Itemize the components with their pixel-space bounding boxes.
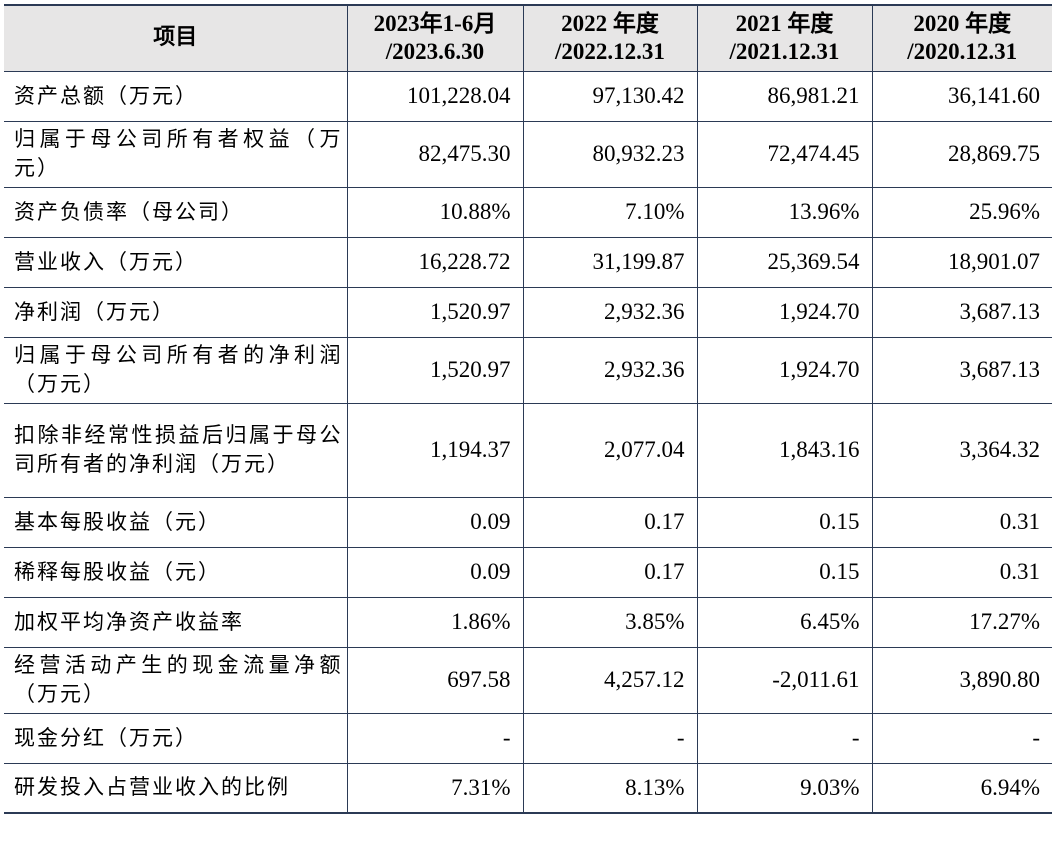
cell-value: 10.88%	[346, 186, 524, 238]
table-row: 净利润（万元） 1,520.97 2,932.36 1,924.70 3,687…	[4, 286, 1052, 338]
cell-value: -	[522, 712, 698, 764]
cell-value: 101,228.04	[346, 70, 524, 122]
table-row: 加权平均净资产收益率 1.86% 3.85% 6.45% 17.27%	[4, 596, 1052, 648]
cell-value: 16,228.72	[346, 236, 524, 288]
table-row: 基本每股收益（元） 0.09 0.17 0.15 0.31	[4, 496, 1052, 548]
cell-value: 1,843.16	[696, 402, 873, 498]
cell-value: 1,924.70	[696, 286, 873, 338]
cell-value: 8.13%	[522, 762, 698, 814]
cell-value: 31,199.87	[522, 236, 698, 288]
cell-value: 3,687.13	[871, 336, 1052, 404]
table-row: 归属于母公司所有者权益（万元） 82,475.30 80,932.23 72,4…	[4, 120, 1052, 188]
cell-value: 97,130.42	[522, 70, 698, 122]
cell-value: 0.17	[522, 546, 698, 598]
header-2023h1: 2023年1-6月/2023.6.30	[346, 4, 524, 72]
header-2020: 2020 年度/2020.12.31	[871, 4, 1052, 72]
table-row: 稀释每股收益（元） 0.09 0.17 0.15 0.31	[4, 546, 1052, 598]
row-label: 基本每股收益（元）	[4, 496, 348, 548]
cell-value: 2,077.04	[522, 402, 698, 498]
row-label: 研发投入占营业收入的比例	[4, 762, 348, 814]
cell-value: 36,141.60	[871, 70, 1052, 122]
row-label: 净利润（万元）	[4, 286, 348, 338]
table-row: 扣除非经常性损益后归属于母公司所有者的净利润（万元） 1,194.37 2,07…	[4, 402, 1052, 498]
cell-value: 3,687.13	[871, 286, 1052, 338]
header-row: 项目 2023年1-6月/2023.6.30 2022 年度/2022.12.3…	[4, 4, 1052, 72]
row-label: 稀释每股收益（元）	[4, 546, 348, 598]
row-label: 现金分红（万元）	[4, 712, 348, 764]
cell-value: 13.96%	[696, 186, 873, 238]
table-row: 现金分红（万元） - - - -	[4, 712, 1052, 764]
cell-value: 1,924.70	[696, 336, 873, 404]
cell-value: 4,257.12	[522, 646, 698, 714]
cell-value: 80,932.23	[522, 120, 698, 188]
cell-value: 0.31	[871, 546, 1052, 598]
row-label: 营业收入（万元）	[4, 236, 348, 288]
cell-value: 2,932.36	[522, 336, 698, 404]
cell-value: 6.45%	[696, 596, 873, 648]
cell-value: 25.96%	[871, 186, 1052, 238]
cell-value: 3,890.80	[871, 646, 1052, 714]
table-row: 归属于母公司所有者的净利润（万元） 1,520.97 2,932.36 1,92…	[4, 336, 1052, 404]
cell-value: 0.09	[346, 496, 524, 548]
cell-value: 1,520.97	[346, 286, 524, 338]
cell-value: 9.03%	[696, 762, 873, 814]
cell-value: -	[871, 712, 1052, 764]
cell-value: 0.17	[522, 496, 698, 548]
table-row: 经营活动产生的现金流量净额（万元） 697.58 4,257.12 -2,011…	[4, 646, 1052, 714]
header-item: 项目	[4, 4, 348, 72]
cell-value: 0.31	[871, 496, 1052, 548]
cell-value: 72,474.45	[696, 120, 873, 188]
row-label: 资产负债率（母公司）	[4, 186, 348, 238]
cell-value: 1,194.37	[346, 402, 524, 498]
cell-value: 0.15	[696, 496, 873, 548]
table-row: 资产负债率（母公司） 10.88% 7.10% 13.96% 25.96%	[4, 186, 1052, 238]
cell-value: 28,869.75	[871, 120, 1052, 188]
table-row: 营业收入（万元） 16,228.72 31,199.87 25,369.54 1…	[4, 236, 1052, 288]
cell-value: -2,011.61	[696, 646, 873, 714]
header-2021: 2021 年度/2021.12.31	[696, 4, 873, 72]
cell-value: 86,981.21	[696, 70, 873, 122]
cell-value: 3.85%	[522, 596, 698, 648]
header-2022: 2022 年度/2022.12.31	[522, 4, 698, 72]
cell-value: 82,475.30	[346, 120, 524, 188]
cell-value: 3,364.32	[871, 402, 1052, 498]
row-label: 扣除非经常性损益后归属于母公司所有者的净利润（万元）	[4, 402, 348, 498]
cell-value: 0.09	[346, 546, 524, 598]
row-label: 经营活动产生的现金流量净额（万元）	[4, 646, 348, 714]
cell-value: 0.15	[696, 546, 873, 598]
row-label: 资产总额（万元）	[4, 70, 348, 122]
row-label: 加权平均净资产收益率	[4, 596, 348, 648]
row-label: 归属于母公司所有者权益（万元）	[4, 120, 348, 188]
cell-value: 18,901.07	[871, 236, 1052, 288]
cell-value: 25,369.54	[696, 236, 873, 288]
cell-value: 2,932.36	[522, 286, 698, 338]
cell-value: 7.10%	[522, 186, 698, 238]
cell-value: -	[696, 712, 873, 764]
cell-value: 7.31%	[346, 762, 524, 814]
table-row: 研发投入占营业收入的比例 7.31% 8.13% 9.03% 6.94%	[4, 762, 1052, 814]
cell-value: 6.94%	[871, 762, 1052, 814]
cell-value: -	[346, 712, 524, 764]
cell-value: 697.58	[346, 646, 524, 714]
cell-value: 17.27%	[871, 596, 1052, 648]
financial-data-table: 项目 2023年1-6月/2023.6.30 2022 年度/2022.12.3…	[4, 4, 1052, 814]
cell-value: 1,520.97	[346, 336, 524, 404]
cell-value: 1.86%	[346, 596, 524, 648]
row-label: 归属于母公司所有者的净利润（万元）	[4, 336, 348, 404]
table-row: 资产总额（万元） 101,228.04 97,130.42 86,981.21 …	[4, 70, 1052, 122]
table-container: 项目 2023年1-6月/2023.6.30 2022 年度/2022.12.3…	[4, 4, 1052, 814]
